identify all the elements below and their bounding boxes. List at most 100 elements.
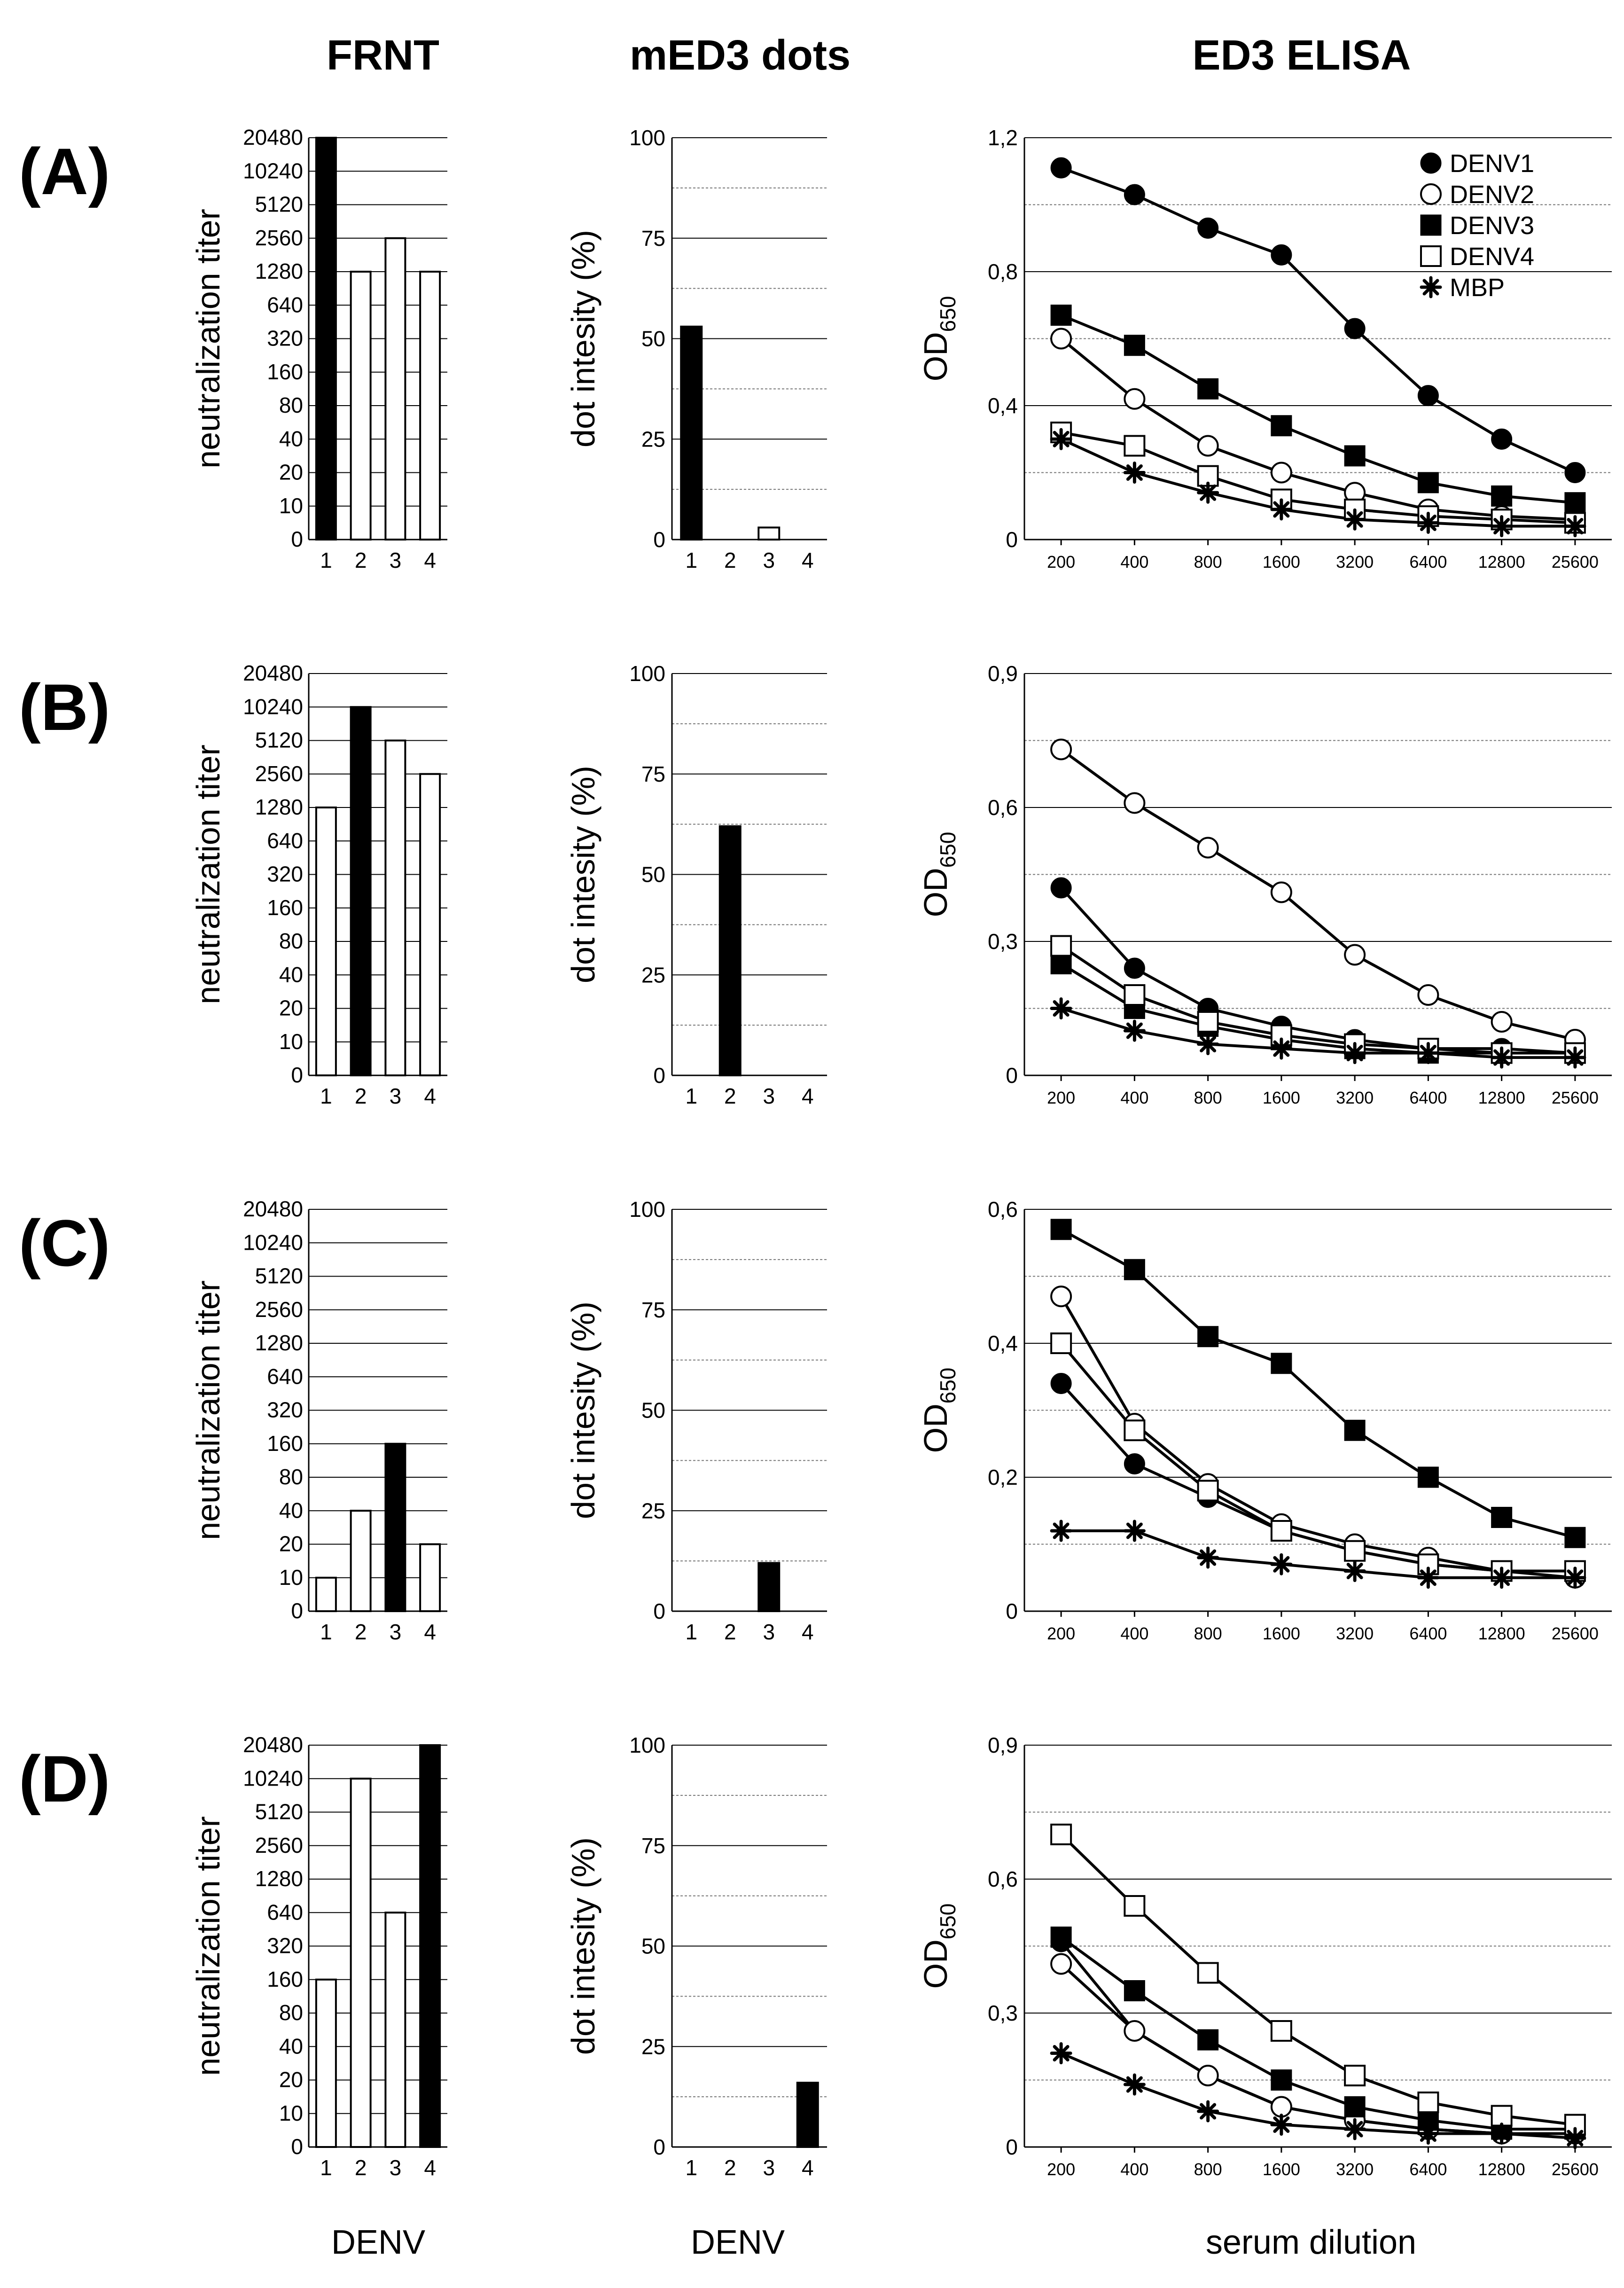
dots-y-tick-label: 100: [629, 1197, 665, 1222]
series-line-denv2: [1060, 748, 1576, 1041]
marker-mbp: [1270, 1037, 1293, 1060]
dots-bottom-label: DENV: [691, 2224, 785, 2261]
elisa-chart-c: 0 0,2 0,4 0,6 200 400 800 1600 3200 6400 12800 2560…: [917, 1197, 1612, 1643]
marker-denv1: [1124, 957, 1145, 979]
dots-y-axis-label: dot intesity (%): [565, 766, 601, 983]
marker-denv3: [1197, 378, 1219, 400]
marker-mbp: [1123, 2073, 1146, 2096]
series-line-denv1: [1060, 886, 1576, 1055]
frnt-x-tick-label: 3: [390, 548, 402, 572]
elisa-bottom-label: serum dilution: [1206, 2224, 1416, 2261]
frnt-y-tick-label: 80: [279, 929, 303, 953]
marker-denv3: [1124, 335, 1145, 356]
frnt-x-tick-label: 1: [320, 1084, 332, 1108]
dots-y-tick-label: 25: [641, 427, 665, 451]
elisa-y-tick-label: 0,2: [988, 1465, 1018, 1489]
frnt-y-tick-label: 320: [267, 1934, 303, 1958]
frnt-y-tick-label: 10240: [243, 694, 303, 719]
frnt-y-tick-label: 2560: [255, 226, 303, 250]
marker-denv4: [1417, 2092, 1439, 2113]
elisa-y-tick-label: 0,6: [988, 795, 1018, 820]
frnt-y-tick-label: 160: [267, 1431, 303, 1456]
frnt-y-tick-label: 5120: [255, 192, 303, 217]
elisa-x-tick-label: 400: [1120, 2160, 1148, 2179]
frnt-chart-a: 0 10 20 40 80 160 320 640 1280 2560 5120 10240 20480…: [190, 125, 447, 572]
frnt-bar: [419, 271, 441, 541]
elisa-x-tick-label: 6400: [1409, 1624, 1447, 1643]
frnt-y-tick-label: 2560: [255, 1833, 303, 1857]
marker-denv1: [1124, 1453, 1145, 1474]
dots-x-tick-label: 3: [763, 1620, 775, 1644]
marker-mbp: [1564, 1567, 1586, 1589]
frnt-bottom-label: DENV: [331, 2224, 425, 2261]
elisa-y-tick-label: 0: [1006, 1599, 1018, 1623]
dots-y-tick-label: 25: [641, 1498, 665, 1523]
frnt-x-tick-label: 2: [355, 1620, 367, 1644]
dots-x-tick-label: 2: [724, 1620, 736, 1644]
elisa-x-tick-label: 6400: [1409, 1088, 1447, 1107]
frnt-y-tick-label: 10240: [243, 158, 303, 183]
marker-mbp: [1270, 2114, 1293, 2136]
frnt-bar: [419, 773, 441, 1076]
frnt-y-tick-label: 160: [267, 895, 303, 920]
marker-mbp: [1420, 276, 1442, 298]
marker-mbp: [1343, 1042, 1366, 1064]
elisa-y-tick-label: 1,2: [988, 125, 1018, 150]
marker-denv1: [1271, 244, 1292, 266]
elisa-y-tick-label: 0,4: [988, 1331, 1018, 1356]
marker-denv4: [1197, 1962, 1219, 1984]
marker-mbp: [1491, 515, 1513, 537]
frnt-y-tick-label: 640: [267, 292, 303, 317]
dots-y-tick-label: 0: [653, 1599, 665, 1623]
frnt-y-tick-label: 0: [291, 1598, 303, 1623]
marker-denv1: [1491, 428, 1513, 450]
elisa-y-tick-label: 0,9: [988, 661, 1018, 686]
elisa-x-tick-label: 3200: [1336, 2160, 1374, 2179]
dots-x-tick-label: 4: [802, 2155, 814, 2180]
frnt-y-tick-label: 40: [279, 1498, 303, 1522]
elisa-y-tick-label: 0,4: [988, 393, 1018, 418]
elisa-y-axis-label-subscript: 650: [936, 832, 960, 868]
frnt-bar: [315, 137, 337, 541]
frnt-y-tick-label: 40: [279, 426, 303, 451]
frnt-y-tick-label: 10: [279, 1565, 303, 1590]
frnt-y-tick-label: 40: [279, 962, 303, 987]
series-line-mbp: [1060, 438, 1575, 528]
marker-mbp: [1123, 462, 1146, 484]
dots-x-tick-label: 2: [724, 2155, 736, 2180]
series-line-mbp: [1061, 1007, 1575, 1059]
dots-y-tick-label: 100: [629, 1733, 665, 1757]
elisa-y-axis-label-subscript: 650: [936, 1368, 960, 1404]
frnt-y-tick-label: 5120: [255, 1800, 303, 1824]
series-line-denv3: [1060, 1936, 1575, 2131]
marker-denv2: [1270, 881, 1292, 903]
elisa-x-tick-label: 1600: [1263, 1088, 1300, 1107]
dots-x-tick-label: 4: [802, 1084, 814, 1108]
frnt-bar: [384, 237, 406, 541]
elisa-x-tick-label: 6400: [1409, 2160, 1447, 2179]
frnt-bar: [350, 1778, 372, 2148]
elisa-y-axis-label-text: OD650: [917, 832, 960, 917]
frnt-bar: [350, 706, 372, 1076]
frnt-y-tick-label: 80: [279, 1465, 303, 1489]
elisa-y-tick-label: 0: [1006, 527, 1018, 552]
marker-denv3: [1344, 445, 1366, 467]
elisa-x-tick-label: 25600: [1552, 1088, 1599, 1107]
marker-denv3: [1344, 1419, 1366, 1441]
marker-denv2: [1197, 2065, 1219, 2086]
marker-denv3: [1491, 1507, 1513, 1528]
frnt-y-tick-label: 1280: [255, 259, 303, 283]
dots-column-title: mED3 dots: [630, 32, 851, 79]
frnt-bar: [384, 1912, 406, 2148]
dots-y-tick-label: 75: [641, 762, 665, 786]
legend-label-mbp: MBP: [1450, 274, 1505, 302]
marker-denv4: [1197, 1480, 1219, 1502]
marker-mbp: [1491, 1046, 1513, 1069]
elisa-x-tick-label: 25600: [1552, 552, 1599, 572]
marker-mbp: [1491, 1567, 1513, 1589]
dots-y-tick-label: 25: [641, 2034, 665, 2059]
frnt-y-tick-label: 80: [279, 393, 303, 417]
dots-y-tick-label: 50: [641, 327, 665, 351]
elisa-chart-a: 0 0,4 0,8 1,2 200 400 800 1600 3200 6400 12800 2560…: [917, 125, 1612, 572]
dots-x-tick-label: 1: [685, 1084, 697, 1108]
